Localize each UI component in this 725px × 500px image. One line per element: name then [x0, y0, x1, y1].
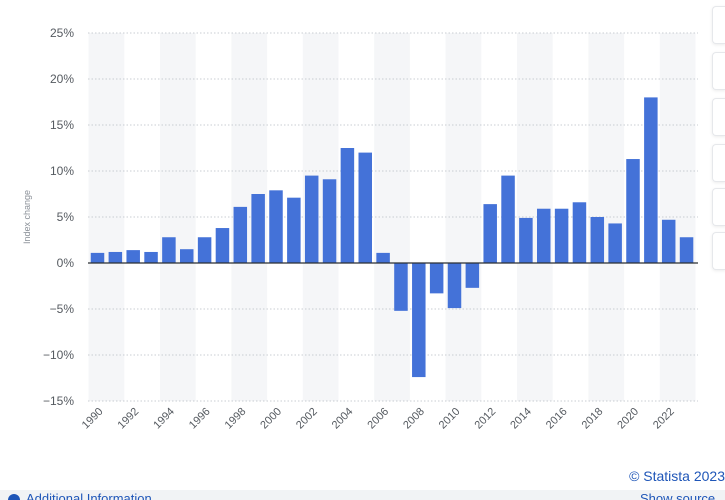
statista-credit[interactable]: © Statista 2023: [629, 468, 725, 484]
bar-2004[interactable]: [340, 148, 355, 263]
y-tick-label: 15%: [50, 118, 74, 132]
bar-2007[interactable]: [394, 263, 408, 311]
x-tick-label: 2018: [580, 406, 606, 432]
bar-2001[interactable]: [287, 197, 301, 263]
x-tick-label: 2012: [473, 406, 499, 432]
bar-2018[interactable]: [590, 217, 605, 263]
x-tick-label: 1994: [151, 406, 177, 432]
x-tick-label: 1996: [187, 406, 213, 432]
x-tick-label: 1992: [116, 406, 142, 432]
y-tick-label: 5%: [57, 210, 75, 224]
bar-2021[interactable]: [644, 97, 658, 264]
bar-2009[interactable]: [429, 263, 444, 294]
bar-2023[interactable]: [679, 237, 694, 263]
x-tick-label: 1990: [80, 406, 106, 432]
x-tick-label: 2022: [651, 406, 677, 432]
bar-2006[interactable]: [376, 252, 390, 263]
bar-2020[interactable]: [626, 159, 640, 263]
x-tick-label: 2000: [258, 406, 284, 432]
bar-2010[interactable]: [447, 263, 462, 309]
additional-information-label: Additional Information: [26, 491, 152, 500]
x-tick-label: 1998: [223, 406, 249, 432]
footer-bar: Additional Information Show source: [0, 490, 725, 500]
bar-2003[interactable]: [322, 179, 337, 263]
bar-1998[interactable]: [233, 206, 248, 263]
y-tick-label: 10%: [50, 164, 74, 178]
x-tick-label: 2014: [508, 406, 534, 432]
gridlines: [88, 32, 698, 402]
x-tick-label: 2016: [544, 406, 570, 432]
y-tick-label: −5%: [50, 302, 75, 316]
bar-2019[interactable]: [608, 223, 622, 263]
bar-2013[interactable]: [501, 175, 515, 263]
x-tick-label: 2006: [365, 406, 391, 432]
settings-icon[interactable]: [712, 98, 725, 136]
bar-2022[interactable]: [661, 219, 676, 263]
bar-1996[interactable]: [197, 237, 212, 263]
y-tick-label: 20%: [50, 72, 74, 86]
y-tick-label: 25%: [50, 26, 74, 40]
share-icon[interactable]: [712, 144, 725, 182]
y-tick-label: 0%: [57, 256, 75, 270]
additional-information-link[interactable]: Additional Information: [8, 492, 152, 500]
bar-1999[interactable]: [251, 194, 265, 263]
bar-2008[interactable]: [412, 263, 426, 378]
bar-1997[interactable]: [215, 228, 230, 263]
x-tick-label: 2010: [437, 406, 463, 432]
bell-icon[interactable]: [712, 6, 725, 44]
x-axis-ticks: 1990 1992 1994 1996 1998 2000 2002 2004 2006 2008…: [80, 406, 677, 432]
x-tick-label: 2008: [401, 406, 427, 432]
bar-1994[interactable]: [162, 237, 176, 263]
bar-1992[interactable]: [126, 250, 140, 263]
x-tick-label: 2002: [294, 406, 320, 432]
star-icon[interactable]: [712, 52, 725, 90]
bar-2017[interactable]: [572, 202, 587, 263]
show-source-link[interactable]: Show source: [640, 491, 716, 500]
bar-1990[interactable]: [90, 252, 105, 263]
info-icon: [8, 493, 20, 500]
bar-2011[interactable]: [465, 263, 480, 288]
print-icon[interactable]: [712, 232, 725, 270]
y-tick-label: −15%: [43, 394, 74, 408]
bar-2016[interactable]: [554, 208, 569, 263]
x-tick-label: 2020: [615, 406, 641, 432]
bar-2002[interactable]: [304, 175, 319, 263]
y-axis-ticks: 25% 20% 15% 10% 5% 0% −5% −10% −15%: [43, 26, 74, 408]
bar-2000[interactable]: [269, 190, 283, 263]
quote-icon[interactable]: [712, 188, 725, 226]
x-tick-label: 2004: [330, 406, 356, 432]
y-tick-label: −10%: [43, 348, 74, 362]
y-axis-title: Index change: [22, 190, 32, 244]
bar-1995[interactable]: [180, 249, 194, 263]
bar-2012[interactable]: [483, 204, 497, 263]
bar-1993[interactable]: [144, 251, 158, 263]
bar-chart: 25% 20% 15% 10% 5% 0% −5% −10% −15% 1990 1992 1994…: [22, 26, 698, 432]
bar-2015[interactable]: [537, 208, 551, 263]
bar-series: [90, 97, 694, 378]
bar-2014[interactable]: [519, 217, 533, 263]
bar-2005[interactable]: [358, 152, 373, 263]
bar-1991[interactable]: [108, 251, 123, 263]
side-toolbar: [712, 0, 725, 270]
